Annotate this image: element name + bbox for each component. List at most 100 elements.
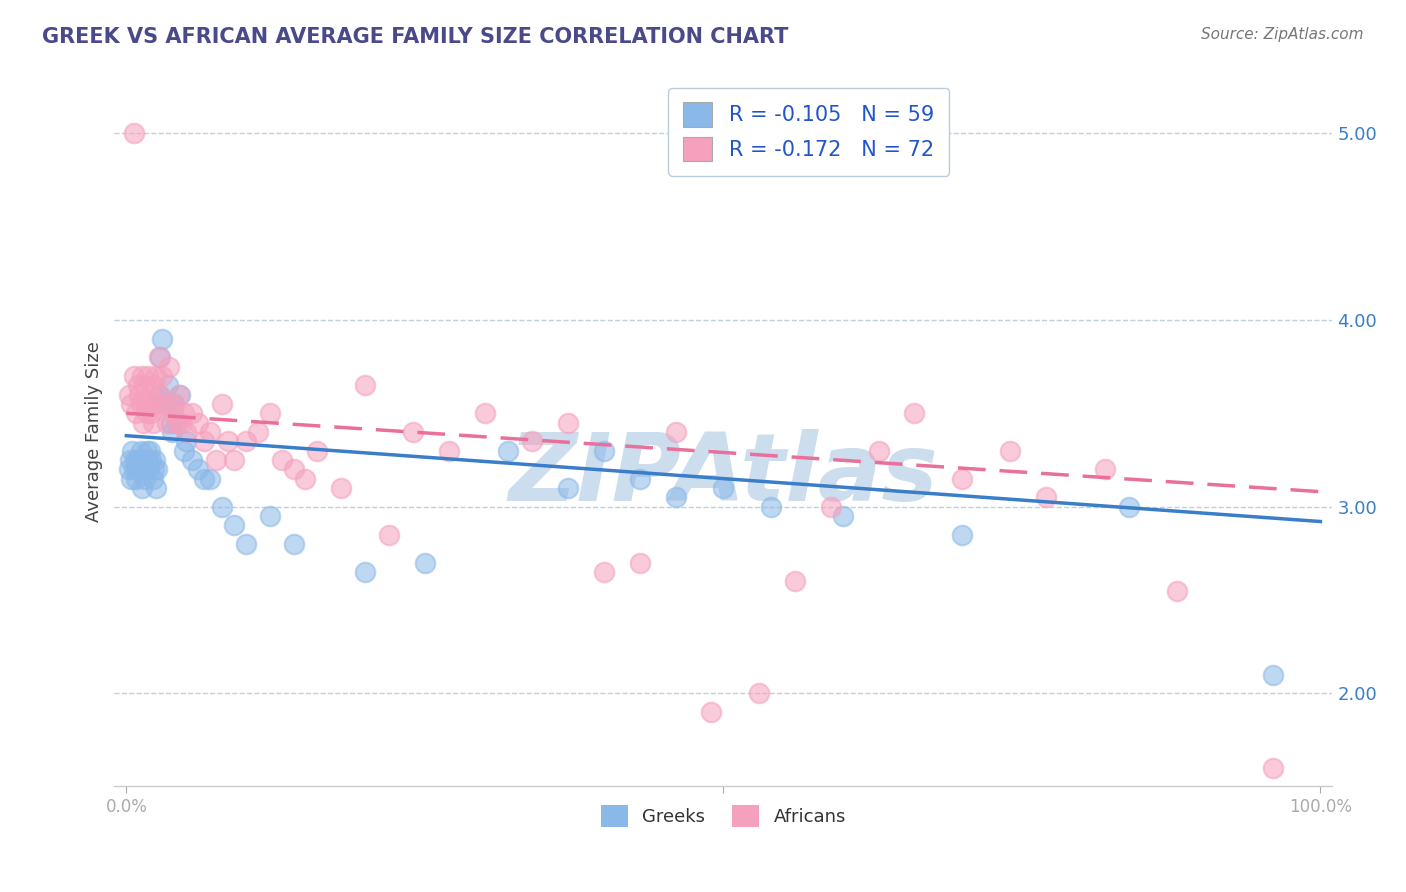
Point (160, 406, 183, 420)
Point (628, 556, 651, 570)
Point (498, 443, 520, 458)
Point (139, 443, 162, 458)
Point (118, 387, 141, 401)
Point (259, 406, 281, 420)
Point (831, 508, 853, 523)
Point (557, 481, 579, 495)
Point (1261, 761, 1284, 775)
Point (270, 453, 292, 467)
Point (120, 472, 142, 486)
Point (135, 443, 157, 458)
Point (820, 500, 842, 514)
Point (125, 472, 148, 486)
Point (160, 425, 183, 439)
Point (193, 434, 215, 449)
Text: Source: ZipAtlas.com: Source: ZipAtlas.com (1201, 27, 1364, 42)
Point (131, 481, 153, 495)
Point (187, 462, 209, 476)
Point (170, 416, 193, 430)
Point (127, 453, 149, 467)
Point (354, 565, 377, 579)
Point (211, 500, 233, 514)
Point (149, 387, 172, 401)
Point (402, 425, 425, 439)
Point (127, 462, 149, 476)
Point (157, 378, 180, 392)
Point (142, 472, 165, 486)
Point (148, 351, 170, 365)
Point (700, 705, 723, 719)
Point (593, 565, 616, 579)
Point (759, 500, 782, 514)
Point (132, 453, 155, 467)
Point (121, 443, 143, 458)
Point (141, 406, 163, 420)
Point (283, 537, 305, 551)
Point (148, 387, 170, 401)
Legend: Greeks, Africans: Greeks, Africans (593, 797, 853, 834)
Point (903, 406, 925, 420)
Point (665, 425, 688, 439)
Point (136, 453, 159, 467)
Point (235, 434, 257, 449)
Point (143, 453, 166, 467)
Text: GREEK VS AFRICAN AVERAGE FAMILY SIZE CORRELATION CHART: GREEK VS AFRICAN AVERAGE FAMILY SIZE COR… (42, 27, 789, 46)
Point (413, 556, 436, 570)
Point (205, 453, 228, 467)
Point (711, 481, 734, 495)
Point (748, 686, 770, 700)
Point (998, 443, 1021, 458)
Point (593, 443, 616, 458)
Point (222, 453, 245, 467)
Point (181, 453, 204, 467)
Point (235, 537, 257, 551)
Point (198, 425, 221, 439)
Point (150, 332, 173, 346)
Point (149, 351, 172, 365)
Point (129, 397, 152, 411)
Point (193, 472, 215, 486)
Point (156, 416, 179, 430)
Point (294, 472, 316, 486)
Point (1094, 462, 1116, 476)
Point (122, 127, 145, 141)
Point (166, 416, 188, 430)
Point (1035, 490, 1057, 504)
Point (134, 462, 156, 476)
Point (120, 397, 142, 411)
Point (163, 397, 186, 411)
Point (557, 416, 579, 430)
Point (522, 434, 544, 449)
Point (950, 472, 973, 486)
Point (138, 397, 160, 411)
Point (131, 369, 153, 384)
Point (354, 378, 377, 392)
Point (139, 387, 162, 401)
Point (474, 406, 496, 420)
Text: ZIPAtlas: ZIPAtlas (509, 428, 938, 521)
Point (1261, 667, 1284, 681)
Point (211, 397, 233, 411)
Point (146, 462, 169, 476)
Point (122, 369, 145, 384)
Point (142, 416, 165, 430)
Point (378, 527, 401, 541)
Y-axis label: Average Family Size: Average Family Size (86, 342, 103, 523)
Point (163, 397, 186, 411)
Point (330, 481, 353, 495)
Point (141, 453, 163, 467)
Point (153, 397, 176, 411)
Point (145, 481, 167, 495)
Point (174, 425, 197, 439)
Point (217, 434, 239, 449)
Point (118, 462, 141, 476)
Point (142, 378, 165, 392)
Point (222, 518, 245, 533)
Point (181, 406, 204, 420)
Point (1166, 583, 1188, 598)
Point (134, 397, 156, 411)
Point (198, 472, 221, 486)
Point (628, 472, 651, 486)
Point (783, 574, 806, 589)
Point (187, 416, 209, 430)
